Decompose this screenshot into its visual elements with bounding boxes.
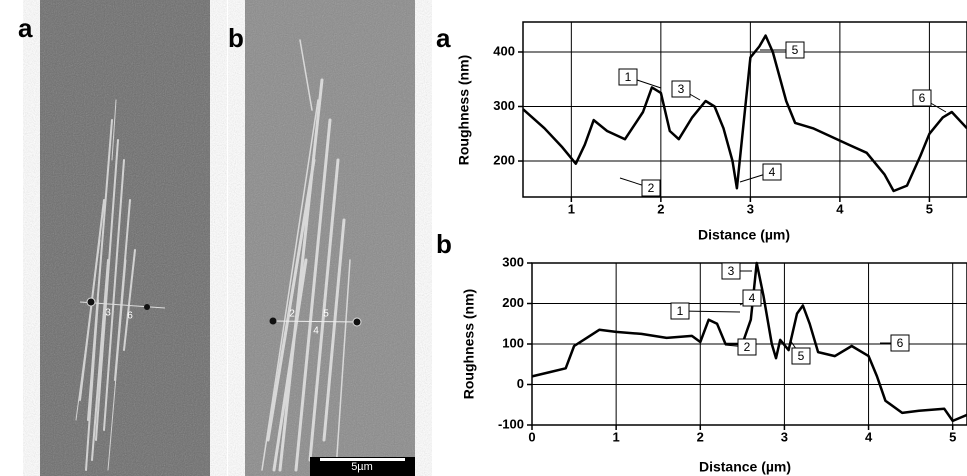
x-tick-label: 3 — [781, 429, 788, 444]
panel-label: b — [228, 23, 244, 53]
annotation: 5 — [798, 349, 805, 363]
x-tick-label: 5 — [949, 429, 956, 444]
y-tick-label: 100 — [502, 335, 524, 350]
x-tick-label: 2 — [697, 429, 704, 444]
annotation: 5 — [792, 43, 799, 57]
point-label: 5 — [323, 309, 329, 320]
annotation: 6 — [919, 91, 926, 105]
y-axis-title: Roughness (nm) — [461, 289, 477, 399]
annotation: 3 — [678, 82, 685, 96]
scale-bar-label: 5µm — [351, 461, 373, 473]
figure: a36b2545µm12345200300400123456aDistance … — [0, 0, 967, 476]
point-label: 3 — [105, 308, 111, 319]
y-tick-label: 300 — [493, 98, 515, 113]
x-axis-title: Distance (µm) — [698, 227, 790, 243]
x-tick-label: 1 — [613, 429, 620, 444]
x-tick-label: 5 — [926, 201, 933, 216]
y-tick-label: 200 — [493, 152, 515, 167]
annotation: 2 — [744, 340, 751, 354]
y-tick-label: 0 — [517, 376, 524, 391]
panel-label: a — [436, 23, 451, 53]
y-tick-label: -100 — [498, 416, 524, 431]
micrograph-b — [245, 0, 415, 476]
annotation: 1 — [625, 70, 632, 84]
y-tick-label: 300 — [502, 254, 524, 269]
annotation: 4 — [749, 291, 756, 305]
micrograph-a — [40, 0, 210, 476]
point-label: 6 — [127, 311, 133, 322]
annotation: 3 — [728, 264, 735, 278]
y-tick-label: 200 — [502, 295, 524, 310]
annotation: 1 — [677, 304, 684, 318]
y-axis-title: Roughness (nm) — [456, 55, 472, 165]
x-tick-label: 4 — [865, 429, 873, 444]
annotation: 6 — [897, 336, 904, 350]
x-axis-title: Distance (µm) — [699, 459, 791, 475]
panel-label: a — [18, 13, 33, 43]
panel-label: b — [436, 229, 452, 259]
point-label: 4 — [313, 326, 319, 337]
x-tick-label: 4 — [836, 201, 844, 216]
x-tick-label: 0 — [528, 429, 535, 444]
x-tick-label: 3 — [747, 201, 754, 216]
y-tick-label: 400 — [493, 43, 515, 58]
annotation: 2 — [648, 181, 655, 195]
point-label: 2 — [289, 309, 295, 320]
x-tick-label: 1 — [568, 201, 575, 216]
chart: 1 2 3 4 5 200 300 400 1 2 3 4 5 6 a Distance (µm) Roughn… — [436, 22, 967, 243]
x-tick-label: 2 — [657, 201, 664, 216]
annotation: 4 — [769, 165, 776, 179]
